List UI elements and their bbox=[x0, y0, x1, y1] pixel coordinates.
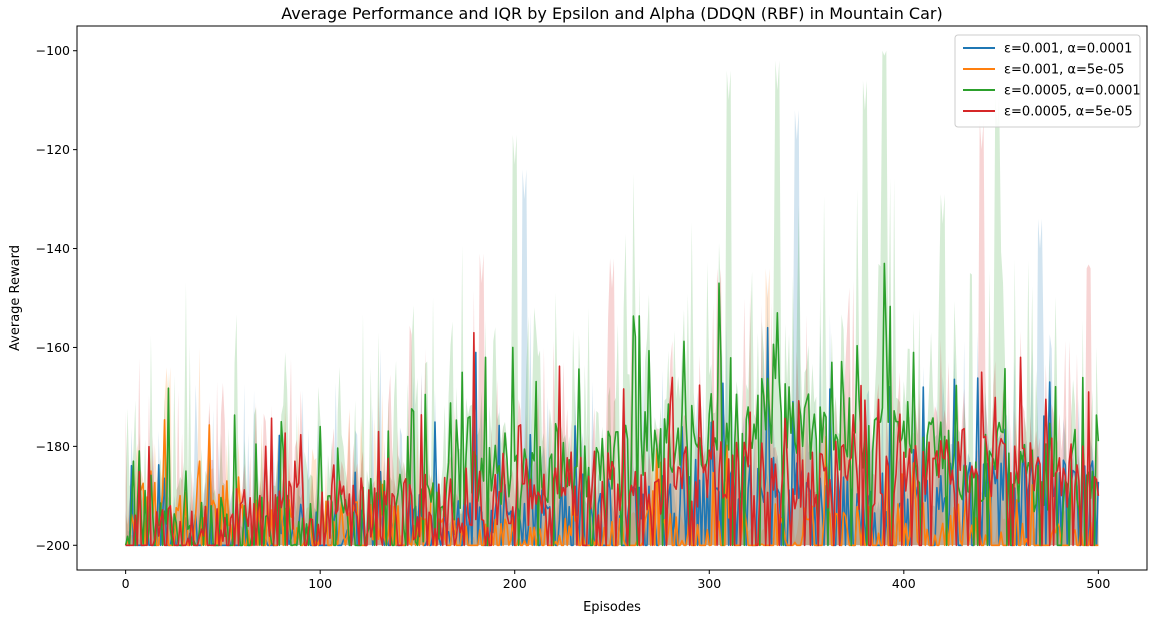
x-tick-label: 400 bbox=[892, 576, 916, 591]
legend-label: ε=0.001, α=0.0001 bbox=[1004, 42, 1132, 57]
y-tick-label: −100 bbox=[36, 43, 70, 58]
x-tick-label: 0 bbox=[122, 576, 130, 591]
iqr-band bbox=[125, 119, 1099, 546]
legend: ε=0.001, α=0.0001 ε=0.001, α=5e-05 ε=0.000… bbox=[954, 34, 1141, 128]
series-line bbox=[125, 331, 1100, 547]
iqr-band bbox=[125, 110, 1099, 546]
y-axis-label: Average Reward bbox=[8, 245, 23, 351]
x-axis-ticks: 0 100 200 300 400 500 bbox=[122, 570, 1110, 591]
x-tick-label: 200 bbox=[503, 576, 527, 591]
x-tick-label: 100 bbox=[308, 576, 332, 591]
y-tick-label: −140 bbox=[36, 241, 70, 256]
x-tick-label: 300 bbox=[697, 576, 721, 591]
legend-label: ε=0.0005, α=0.0001 bbox=[1004, 84, 1141, 99]
plot-frame bbox=[76, 25, 1148, 571]
y-tick-label: −180 bbox=[36, 439, 70, 454]
chart-title: Average Performance and IQR by Epsilon a… bbox=[281, 4, 942, 23]
y-tick-label: −120 bbox=[36, 142, 70, 157]
y-axis-ticks: −200 −180 −160 −140 −120 −100 bbox=[36, 43, 77, 553]
x-tick-label: 500 bbox=[1086, 576, 1110, 591]
legend-box bbox=[954, 34, 1141, 128]
y-tick-label: −160 bbox=[36, 340, 70, 355]
legend-label: ε=0.0005, α=5e-05 bbox=[1004, 105, 1133, 120]
x-axis-label: Episodes bbox=[583, 600, 641, 615]
y-tick-label: −200 bbox=[36, 538, 70, 553]
series-lines bbox=[124, 262, 1100, 547]
legend-label: ε=0.001, α=5e-05 bbox=[1004, 63, 1124, 78]
